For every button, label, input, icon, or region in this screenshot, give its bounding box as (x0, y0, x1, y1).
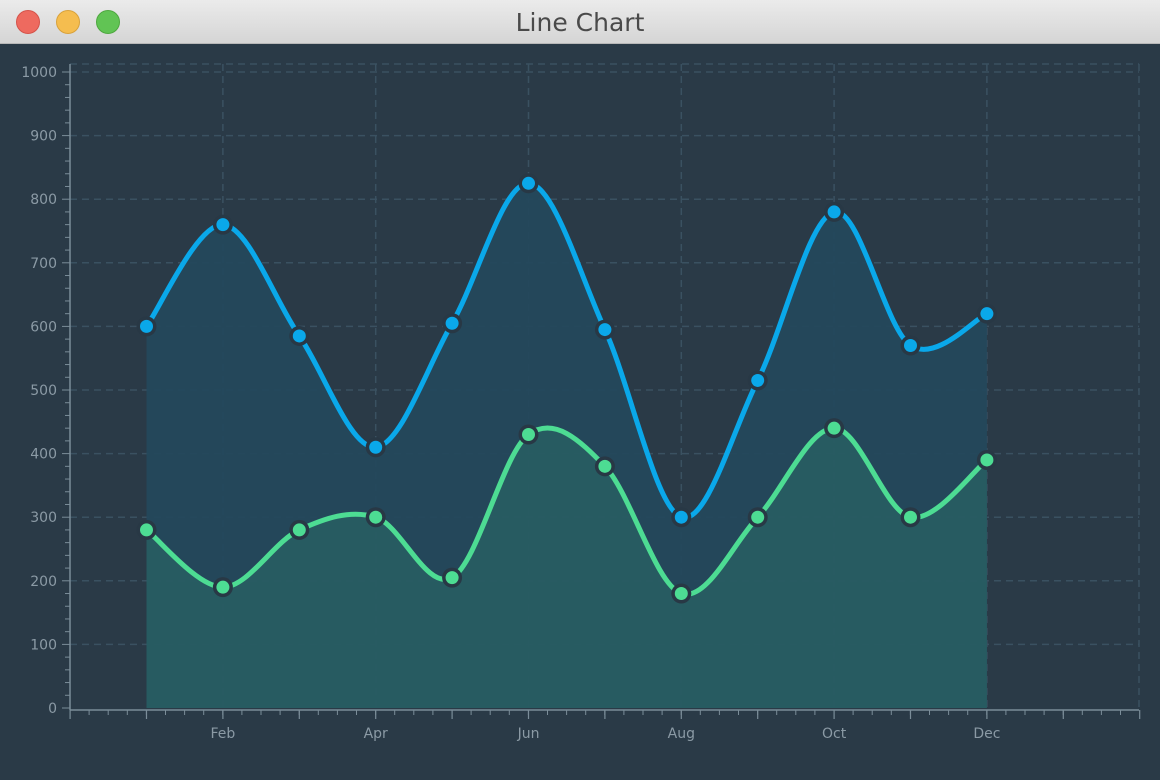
x-tick-label: Dec (973, 726, 1000, 742)
series-1-point (140, 320, 153, 333)
series-2-point (369, 511, 382, 524)
chart-area: 0 100 200 300 400 500 600 700 800 900 1000 Feb Apr Ju… (0, 44, 1160, 780)
y-tick-label: 1000 (21, 65, 57, 81)
y-tick-label: 600 (30, 319, 57, 335)
line-chart: 0 100 200 300 400 500 600 700 800 900 1000 Feb Apr Ju… (0, 44, 1160, 780)
series-2-point (446, 571, 459, 584)
series-1-point (369, 441, 382, 454)
series-1-point (216, 218, 229, 231)
series-1-point (598, 323, 611, 336)
series-1-point (828, 205, 841, 218)
y-tick-label: 500 (30, 383, 57, 399)
series-2-point (980, 453, 993, 466)
series-2-point (675, 587, 688, 600)
series-1-point (904, 339, 917, 352)
title-bar[interactable]: Line Chart (0, 0, 1160, 44)
series-2-point (904, 511, 917, 524)
series-2-point (293, 523, 306, 536)
window-title: Line Chart (0, 8, 1160, 37)
y-tick-label: 700 (30, 256, 57, 272)
x-tick-label: Oct (822, 726, 847, 742)
y-tick-label: 300 (30, 510, 57, 526)
series-1-point (751, 374, 764, 387)
x-tick-label: Feb (211, 726, 236, 742)
series-1-point (675, 511, 688, 524)
series-2-point (751, 511, 764, 524)
x-tick-label: Apr (364, 726, 388, 742)
series-2-point (828, 422, 841, 435)
y-tick-label: 100 (30, 637, 57, 653)
series-2-point (216, 581, 229, 594)
series-1-point (293, 329, 306, 342)
series-2-point (598, 460, 611, 473)
x-tick-label: Aug (668, 726, 695, 742)
series-2-point (522, 428, 535, 441)
series-1-point (446, 317, 459, 330)
series-1-point (522, 177, 535, 190)
y-tick-label: 800 (30, 192, 57, 208)
y-tick-label: 400 (30, 447, 57, 463)
series-1-point (980, 307, 993, 320)
x-tick-label: Jun (517, 726, 540, 742)
series-2-point (140, 523, 153, 536)
y-tick-label: 0 (48, 701, 57, 717)
y-tick-label: 200 (30, 574, 57, 590)
y-tick-label: 900 (30, 129, 57, 145)
